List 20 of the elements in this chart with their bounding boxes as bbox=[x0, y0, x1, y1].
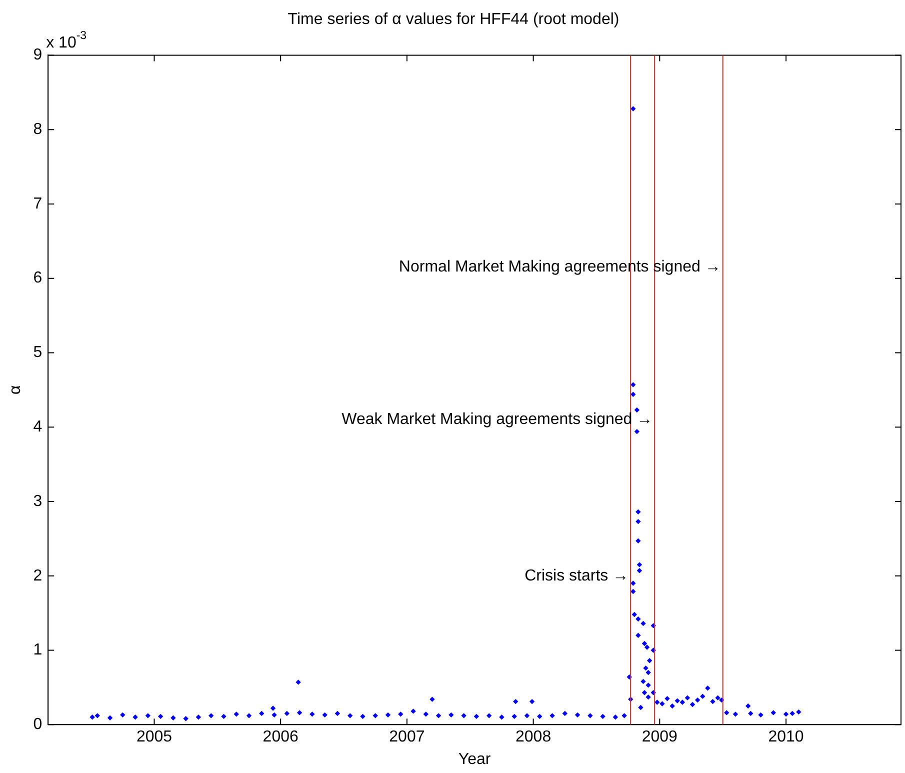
y-tick-label: 1 bbox=[33, 642, 42, 659]
y-tick-label: 2 bbox=[33, 567, 42, 584]
y-tick-label: 8 bbox=[33, 120, 42, 138]
y-tick-label: 0 bbox=[33, 716, 42, 734]
y-tick-label: 3 bbox=[33, 492, 42, 510]
annotation: Crisis starts → bbox=[524, 567, 629, 584]
y-tick-label: 9 bbox=[33, 46, 42, 64]
y-tick-label: 6 bbox=[33, 270, 42, 287]
x-tick-label: 2007 bbox=[389, 728, 425, 746]
y-tick-label: 4 bbox=[33, 418, 42, 436]
y-tick-label: 7 bbox=[33, 195, 42, 212]
x-axis-title: Year bbox=[458, 750, 492, 768]
x-tick-label: 2010 bbox=[768, 728, 804, 746]
y-axis-title: α bbox=[7, 385, 24, 395]
x-tick-label: 2009 bbox=[642, 728, 678, 746]
x-tick-label: 2008 bbox=[516, 728, 552, 746]
x-tick-label: 2005 bbox=[136, 728, 172, 746]
y-tick-label: 5 bbox=[33, 344, 42, 362]
x-tick-label: 2006 bbox=[262, 728, 298, 746]
chart-title: Time series of α values for HFF44 (root model) bbox=[288, 11, 620, 28]
